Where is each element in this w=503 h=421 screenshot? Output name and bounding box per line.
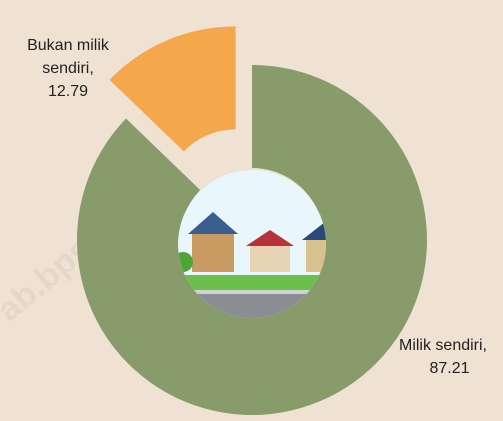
data-label: Milik sendiri, 87.21 (372, 334, 487, 380)
label-value: 12.79 (3, 80, 133, 103)
label-category: Milik sendiri, (372, 334, 487, 357)
data-label: Bukan milik sendiri, 12.79 (3, 34, 133, 103)
label-category: Bukan milik sendiri, (3, 34, 133, 80)
label-value: 87.21 (372, 357, 487, 380)
chart: ab.bps.go.id Bukan milik sendiri, 12.79 … (0, 0, 503, 421)
